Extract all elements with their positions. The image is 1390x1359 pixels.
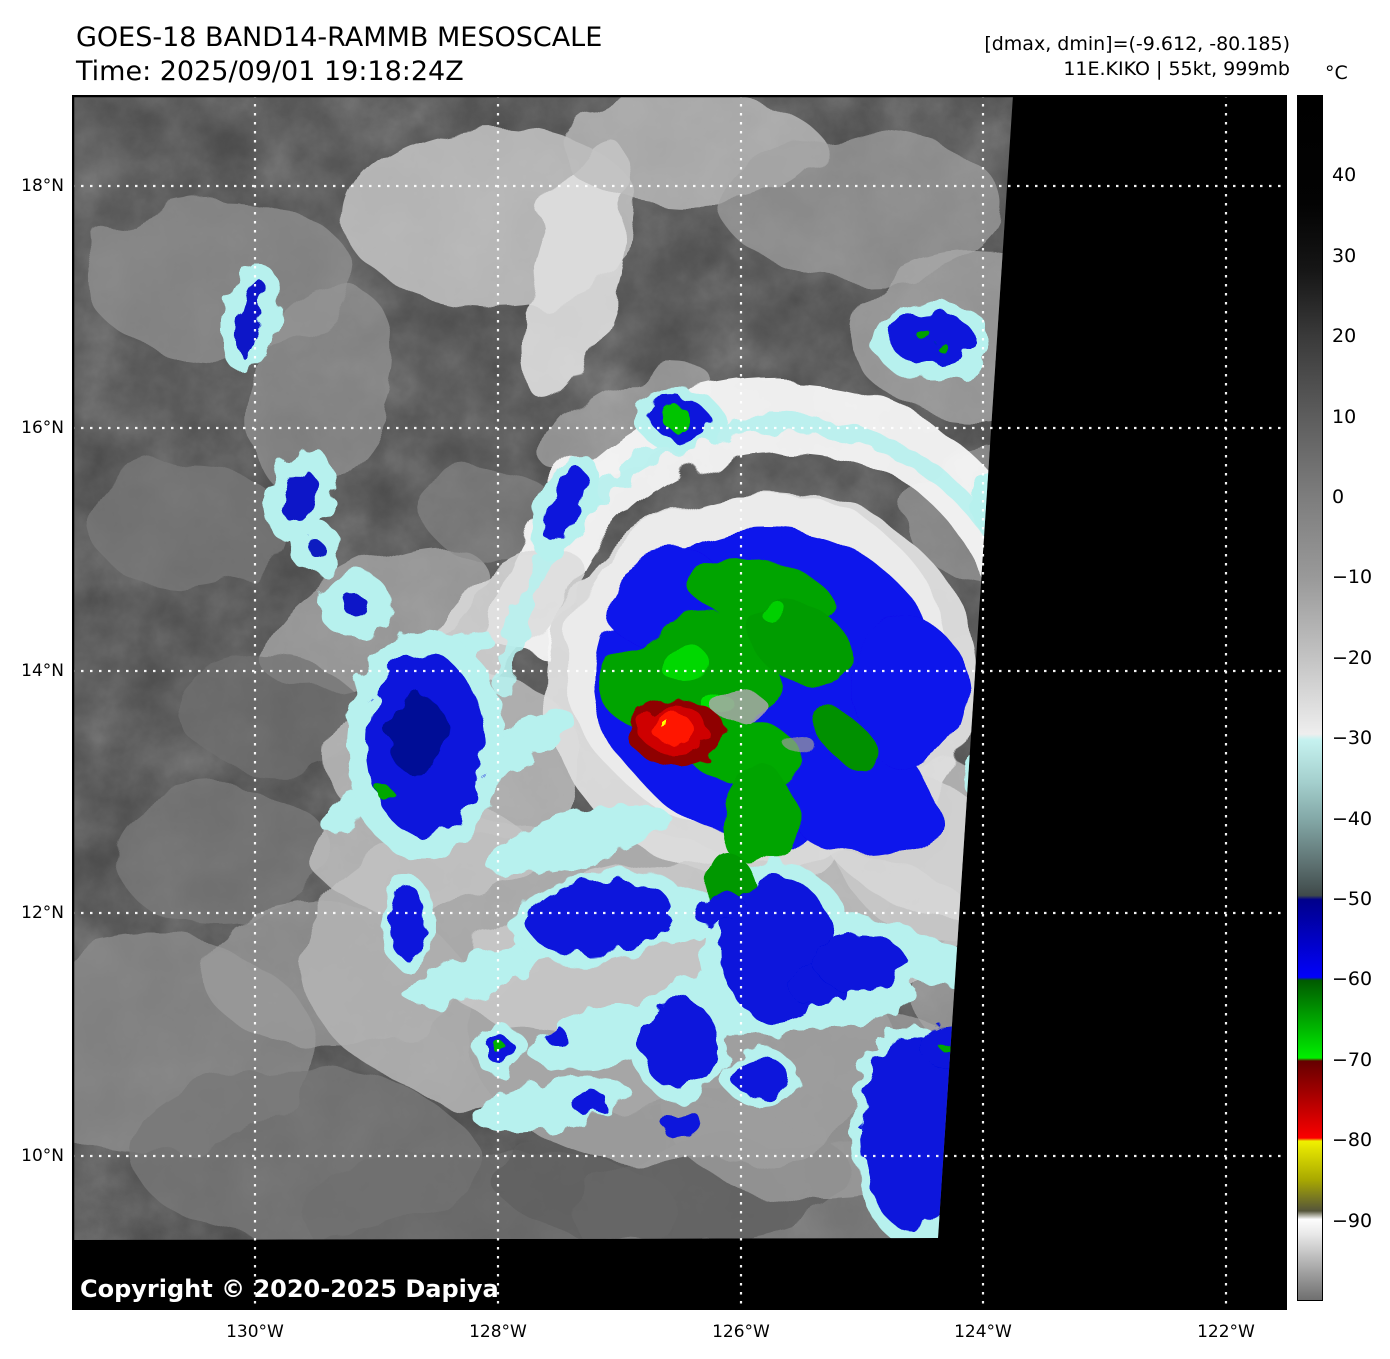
dmax-dmin-label: [dmax, dmin]=(-9.612, -80.185) — [984, 33, 1290, 55]
map-frame — [71, 94, 1288, 1311]
colorbar-unit-label: °C — [1325, 62, 1348, 84]
colorbar-tick-n40: −40 — [1332, 808, 1373, 830]
lat-label-16n: 16°N — [21, 418, 64, 438]
red-overshoot-blob — [629, 699, 725, 767]
lat-label-18n: 18°N — [21, 176, 64, 196]
satellite-image-canvas — [71, 94, 1288, 1311]
lon-label-130w: 130°W — [226, 1322, 284, 1342]
storm-id-label: 11E.KIKO | 55kt, 999mb — [1063, 58, 1290, 80]
lon-label-122w: 122°W — [1197, 1322, 1255, 1342]
lat-label-14n: 14°N — [21, 661, 64, 681]
yellow-coldest-pixel — [661, 721, 668, 727]
lat-label-12n: 12°N — [21, 903, 64, 923]
copyright-text: Copyright © 2020-2025 Dapiya — [80, 1275, 499, 1303]
colorbar-tick-n10: −10 — [1332, 566, 1373, 588]
colorbar-tick-30: 30 — [1332, 245, 1357, 267]
scattered-cold-cells — [236, 277, 974, 1231]
lon-label-126w: 126°W — [712, 1322, 770, 1342]
scan-data-region — [72, 95, 1013, 1240]
lon-label-124w: 124°W — [954, 1322, 1012, 1342]
colorbar-tick-n20: −20 — [1332, 647, 1373, 669]
colorbar-tick-40: 40 — [1332, 164, 1357, 186]
colorbar-tick-10: 10 — [1332, 406, 1357, 428]
lat-label-10n: 10°N — [21, 1146, 64, 1166]
satellite-map: Copyright © 2020-2025 Dapiya — [71, 94, 1288, 1311]
colorbar-tick-n60: −60 — [1332, 968, 1373, 990]
colorbar-tick-n90: −90 — [1332, 1210, 1373, 1232]
colorbar-tick-n70: −70 — [1332, 1049, 1373, 1071]
timestamp-label: Time: 2025/09/01 19:18:24Z — [76, 56, 464, 87]
colorbar-tick-n30: −30 — [1332, 727, 1373, 749]
page-title: GOES-18 BAND14-RAMMB MESOSCALE — [76, 22, 603, 53]
green-cold-layer — [607, 565, 872, 937]
colorbar-tick-20: 20 — [1332, 325, 1357, 347]
colorbar-tick-n80: −80 — [1332, 1129, 1373, 1151]
colorbar-tick-0: 0 — [1332, 486, 1345, 508]
lon-label-128w: 128°W — [469, 1322, 527, 1342]
storm-info-block: [dmax, dmin]=(-9.612, -80.185) 11E.KIKO … — [984, 32, 1290, 82]
colorbar — [1297, 95, 1323, 1301]
colorbar-tick-n50: −50 — [1332, 888, 1373, 910]
